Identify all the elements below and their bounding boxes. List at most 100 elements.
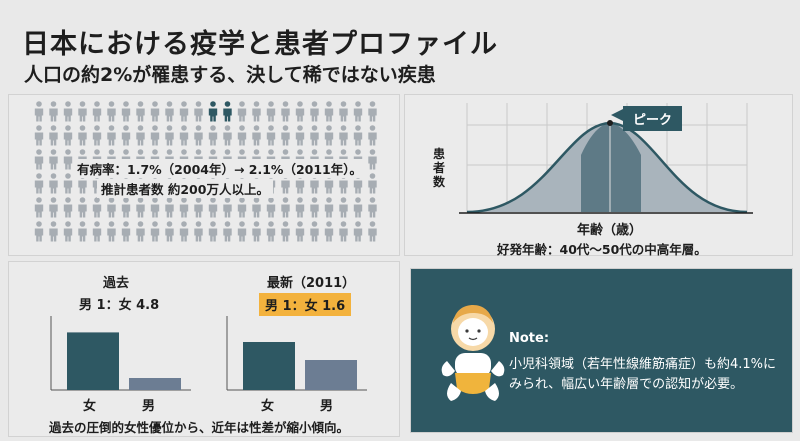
prevalence-rate-text: 有病率：1.7%（2004年）→ 2.1%（2011年）。 (73, 159, 366, 178)
person-icon (63, 221, 73, 242)
person-icon (78, 101, 87, 122)
past-bar-male (129, 378, 181, 390)
person-icon (281, 221, 290, 242)
person-icon (49, 221, 58, 242)
person-icon (34, 197, 44, 218)
person-icon (295, 125, 305, 146)
person-icon (121, 125, 131, 146)
person-icon (295, 197, 305, 218)
person-icon (78, 221, 87, 242)
peak-label: ピーク (623, 106, 683, 131)
person-icon (252, 221, 261, 242)
person-icon (49, 197, 58, 218)
person-icon (34, 101, 44, 122)
person-icon (237, 221, 247, 242)
person-icon (252, 125, 261, 146)
person-icon (136, 125, 145, 146)
person-icon (295, 221, 305, 242)
person-icon (92, 101, 102, 122)
person-icon (63, 125, 73, 146)
person-icon (339, 125, 348, 146)
person-icon (310, 125, 319, 146)
person-icon (34, 149, 44, 170)
past-bars (67, 332, 181, 390)
age-x-label: 年齢（歳） (577, 223, 643, 238)
person-icon (237, 125, 247, 146)
person-icon (310, 221, 319, 242)
past-header: 過去 (103, 276, 130, 291)
person-icon (179, 197, 189, 218)
age-panel: ピーク 患者数 年齢（歳） 好発年齢：40代〜50代の中高年層。 (404, 94, 793, 257)
age-chart (459, 103, 753, 214)
person-icon (136, 101, 145, 122)
person-icon (368, 101, 377, 122)
person-icon (150, 125, 160, 146)
person-icon (208, 197, 218, 218)
person-icon (121, 101, 131, 122)
person-icon (34, 125, 44, 146)
person-icon (150, 101, 160, 122)
person-icon (281, 101, 290, 122)
person-icon (179, 221, 189, 242)
person-icon (353, 101, 363, 122)
person-icon (324, 197, 334, 218)
person-icon (353, 197, 363, 218)
person-icon (266, 101, 276, 122)
person-icon (107, 101, 116, 122)
peak-arrow-icon (611, 108, 625, 122)
latest-category-male: 男 (320, 399, 334, 414)
person-icon (92, 197, 102, 218)
person-icon (92, 125, 102, 146)
person-icon (223, 125, 232, 146)
highlighted-person-icon (208, 101, 218, 122)
past-bar-female (67, 332, 119, 390)
person-icon (63, 101, 73, 122)
person-icon (136, 197, 145, 218)
person-icon (34, 221, 44, 242)
person-icon (107, 197, 116, 218)
person-icon (150, 197, 160, 218)
person-icon (208, 125, 218, 146)
person-icon (208, 221, 218, 242)
person-icon (353, 221, 363, 242)
highlighted-person-icon (223, 101, 232, 122)
person-icon (252, 101, 261, 122)
person-icon (310, 101, 319, 122)
person-icon (179, 125, 189, 146)
latest-bar-male (305, 360, 357, 390)
page-subtitle: 人口の約2%が罹患する、決して稀ではない疾患 (24, 64, 436, 86)
latest-header: 最新（2011） (267, 276, 356, 291)
gender-charts (50, 316, 367, 391)
person-icon (49, 125, 58, 146)
person-icon (223, 197, 232, 218)
person-icon (63, 149, 73, 170)
note-line-2: みられ、幅広い年齢層での認知が必要。 (509, 377, 744, 392)
person-icon (121, 197, 131, 218)
person-icon (353, 125, 363, 146)
latest-ratio-badge: 男 1：女 1.6 (259, 293, 352, 316)
person-icon (339, 197, 348, 218)
person-icon (266, 221, 276, 242)
person-icon (107, 221, 116, 242)
person-icon (136, 221, 145, 242)
person-icon (237, 197, 247, 218)
latest-bar-female (243, 342, 295, 390)
person-icon (368, 197, 377, 218)
person-icon (49, 101, 58, 122)
person-icon (49, 149, 58, 170)
person-icon (368, 125, 377, 146)
person-icon (281, 125, 290, 146)
person-icon (92, 221, 102, 242)
person-icon (107, 125, 116, 146)
note-heading: Note: (509, 331, 550, 346)
latest-category-female: 女 (261, 399, 275, 414)
person-icon (194, 197, 203, 218)
person-icon (194, 125, 203, 146)
person-icon (295, 101, 305, 122)
person-icon (150, 221, 160, 242)
latest-bars (243, 342, 357, 390)
person-icon (237, 101, 247, 122)
person-icon (324, 101, 334, 122)
person-icon (223, 221, 232, 242)
gender-panel: 過去 男 1：女 4.8 最新（2011） 男 1：女 1.6 女 男 女 男 … (8, 261, 400, 437)
